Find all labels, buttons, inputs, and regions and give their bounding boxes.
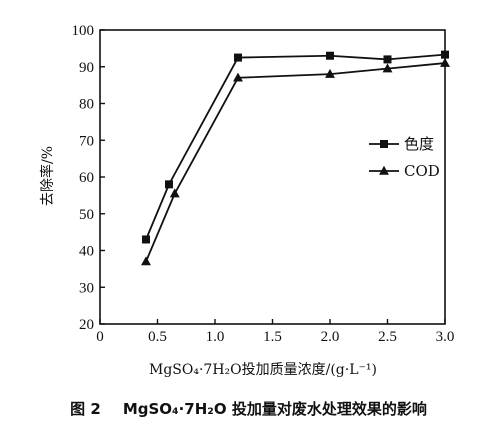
data-point xyxy=(233,72,243,82)
y-tick-label: 60 xyxy=(79,170,94,186)
y-tick-label: 30 xyxy=(79,280,94,296)
plot-area xyxy=(99,29,446,325)
y-tick-label: 90 xyxy=(79,60,94,76)
y-tick-label: 80 xyxy=(79,97,94,113)
y-tick-label: 40 xyxy=(79,244,94,260)
x-tick-label: 3.0 xyxy=(436,329,455,345)
figure-caption-text: MgSO₄·7H₂O 投加量对废水处理效果的影响 xyxy=(122,400,427,418)
y-tick-label: 20 xyxy=(79,317,94,333)
y-tick-label: 50 xyxy=(79,207,94,223)
data-point xyxy=(325,68,335,78)
data-point xyxy=(142,235,150,244)
data-point xyxy=(382,63,393,73)
data-point xyxy=(440,57,450,67)
x-tick-label: 1.0 xyxy=(206,329,225,345)
legend-marker xyxy=(379,165,389,175)
series-line xyxy=(145,53,446,240)
series-line xyxy=(145,62,446,262)
figure-number: 图 2 xyxy=(70,400,101,418)
y-tick-label: 70 xyxy=(79,133,94,149)
series-layer xyxy=(141,50,450,266)
figure-caption: 图 2 MgSO₄·7H₂O 投加量对废水处理效果的影响 xyxy=(0,398,497,419)
data-point xyxy=(165,180,173,189)
series-chroma xyxy=(142,50,449,244)
x-axis-title: MgSO₄·7H₂O投加质量浓度/(g·L⁻¹) xyxy=(149,362,377,378)
x-tick-label: 0.5 xyxy=(148,329,167,345)
y-axis: 20 30 40 50 60 70 80 90 100 xyxy=(72,23,105,333)
x-tick-label: 2.0 xyxy=(321,329,340,345)
legend-item: 色度 xyxy=(369,135,434,153)
y-axis-title: 去除率/% xyxy=(39,146,56,206)
data-point xyxy=(169,188,180,198)
data-point xyxy=(383,55,392,64)
legend-label: COD xyxy=(404,162,440,180)
y-tick-label: 100 xyxy=(72,23,95,39)
legend-item: COD xyxy=(369,162,440,180)
legend-label: 色度 xyxy=(404,135,434,153)
x-axis: 0 0.5 1.0 1.5 2.0 2.5 3.0 xyxy=(96,319,454,345)
series-cod xyxy=(141,57,450,266)
legend-marker xyxy=(380,140,388,148)
x-tick-label: 1.5 xyxy=(263,329,282,345)
data-point xyxy=(326,51,334,60)
x-tick-label: 0 xyxy=(96,329,104,345)
data-point xyxy=(141,256,151,266)
x-tick-label: 2.5 xyxy=(378,329,397,345)
legend: 色度 COD xyxy=(369,135,440,180)
data-point xyxy=(234,53,242,62)
data-point xyxy=(441,50,449,59)
plot-border xyxy=(99,29,446,325)
